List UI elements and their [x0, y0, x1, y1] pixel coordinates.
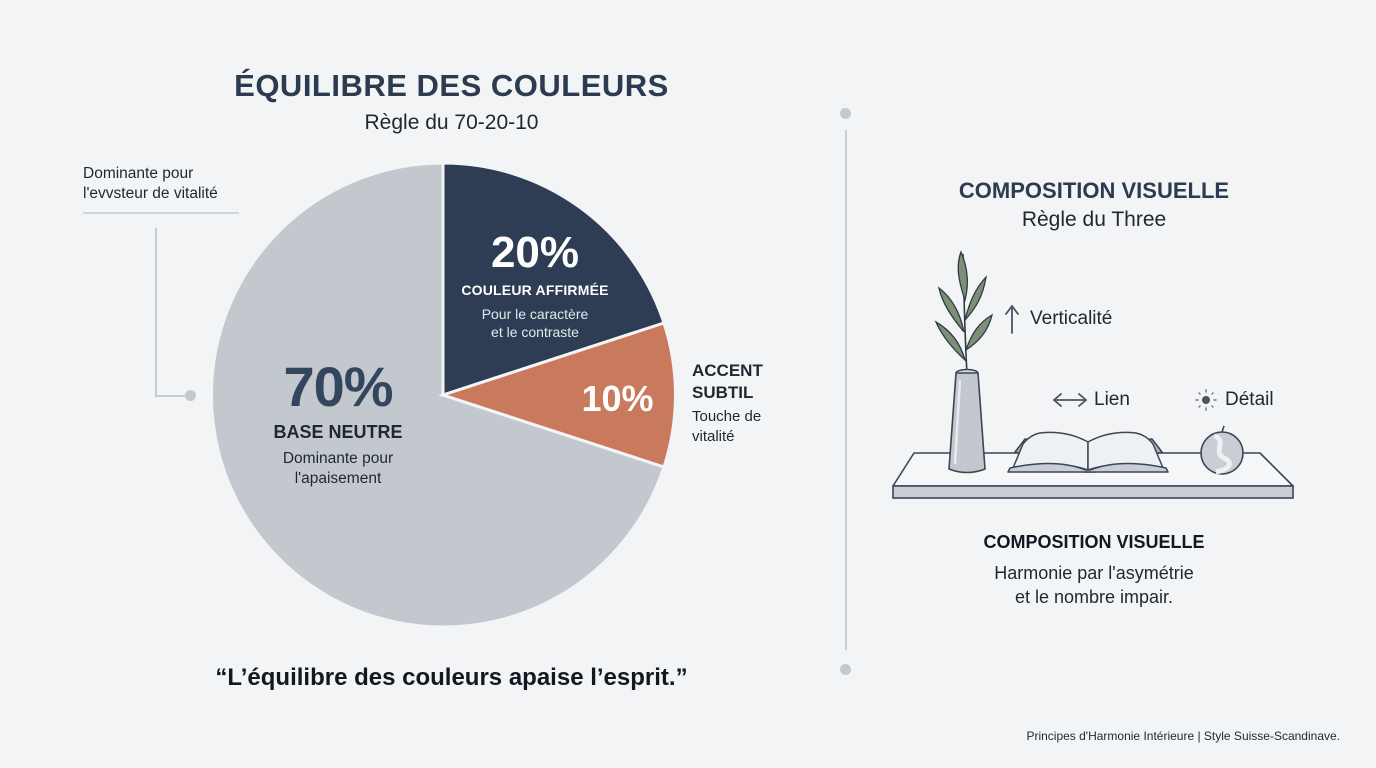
arrow-up-icon — [1005, 304, 1019, 334]
slice-accent-label-line-1: ACCENT — [692, 361, 763, 380]
apple-icon — [1200, 425, 1244, 475]
callout-annotation: Dominante pour l'evvsteur de vitalité — [83, 164, 253, 204]
pie-slice-neutral — [209, 161, 666, 629]
slice-accent-label: ACCENT SUBTIL — [692, 360, 802, 404]
annotation-link: Lien — [1094, 389, 1130, 410]
slice-neutral-label: BASE NEUTRE — [273, 422, 403, 442]
slice-bold-label: COULEUR AFFIRMÉE — [461, 282, 609, 298]
divider-dot-top — [840, 108, 851, 119]
composition-caption-line-1: Harmonie par l'asymétrie — [994, 563, 1194, 583]
callout-leader-vertical — [155, 228, 157, 396]
callout-leader-horizontal — [155, 395, 187, 397]
slice-neutral-desc-line-2: l'apaisement — [294, 470, 382, 487]
callout-underline — [83, 212, 239, 214]
callout-line-1: Dominante pour — [83, 165, 194, 182]
slice-accent-desc-line-2: vitalité — [692, 428, 735, 445]
book-icon — [1007, 431, 1169, 473]
footer-credit: Principes d'Harmonie Intérieure | Style … — [1026, 729, 1340, 743]
chart-title: ÉQUILIBRE DES COULEURS — [234, 68, 669, 103]
vase-icon — [948, 368, 986, 474]
chart-subtitle: Règle du 70-20-10 — [364, 111, 539, 134]
pie-chart — [209, 161, 677, 629]
slice-bold-percent: 20% — [490, 228, 580, 277]
annotation-detail: Détail — [1225, 389, 1274, 410]
slice-neutral-description: Dominante pour l'apaisement — [238, 449, 438, 489]
slice-neutral-desc-line-1: Dominante pour — [282, 450, 394, 467]
slice-bold-desc-line-1: Pour le caractère — [481, 306, 589, 322]
callout-dot — [185, 390, 196, 401]
pie-slice-bold — [441, 161, 666, 398]
slice-bold-description: Pour le caractère et le contraste — [445, 305, 625, 341]
arrow-horizontal-icon — [1052, 393, 1088, 407]
pie-slice-accent — [438, 321, 677, 469]
slice-accent-percent: 10% — [581, 378, 654, 419]
quote: “L’équilibre des couleurs apaise l’espri… — [215, 664, 688, 691]
slice-accent-label-line-2: SUBTIL — [692, 383, 754, 402]
plant-icon — [934, 250, 993, 375]
annotation-verticality: Verticalité — [1030, 308, 1113, 329]
slice-accent-description: Touche de vitalité — [692, 407, 802, 447]
divider-dot-bottom — [840, 664, 851, 675]
sparkle-icon — [1195, 389, 1217, 411]
composition-subtitle: Règle du Three — [1021, 208, 1167, 231]
slice-accent-desc-line-1: Touche de — [692, 408, 762, 425]
composition-title: COMPOSITION VISUELLE — [958, 178, 1230, 203]
composition-caption-title: COMPOSITION VISUELLE — [983, 532, 1205, 552]
callout-line-2: l'evvsteur de vitalité — [83, 185, 218, 202]
shelf-icon — [892, 452, 1294, 499]
slice-neutral-percent: 70% — [283, 355, 393, 418]
composition-caption-line-2: et le nombre impair. — [1014, 587, 1174, 607]
composition-illustration — [892, 250, 1294, 499]
vertical-divider — [845, 130, 847, 650]
composition-caption: Harmonie par l'asymétrie et le nombre im… — [903, 561, 1285, 609]
slice-bold-desc-line-2: et le contraste — [491, 324, 579, 340]
